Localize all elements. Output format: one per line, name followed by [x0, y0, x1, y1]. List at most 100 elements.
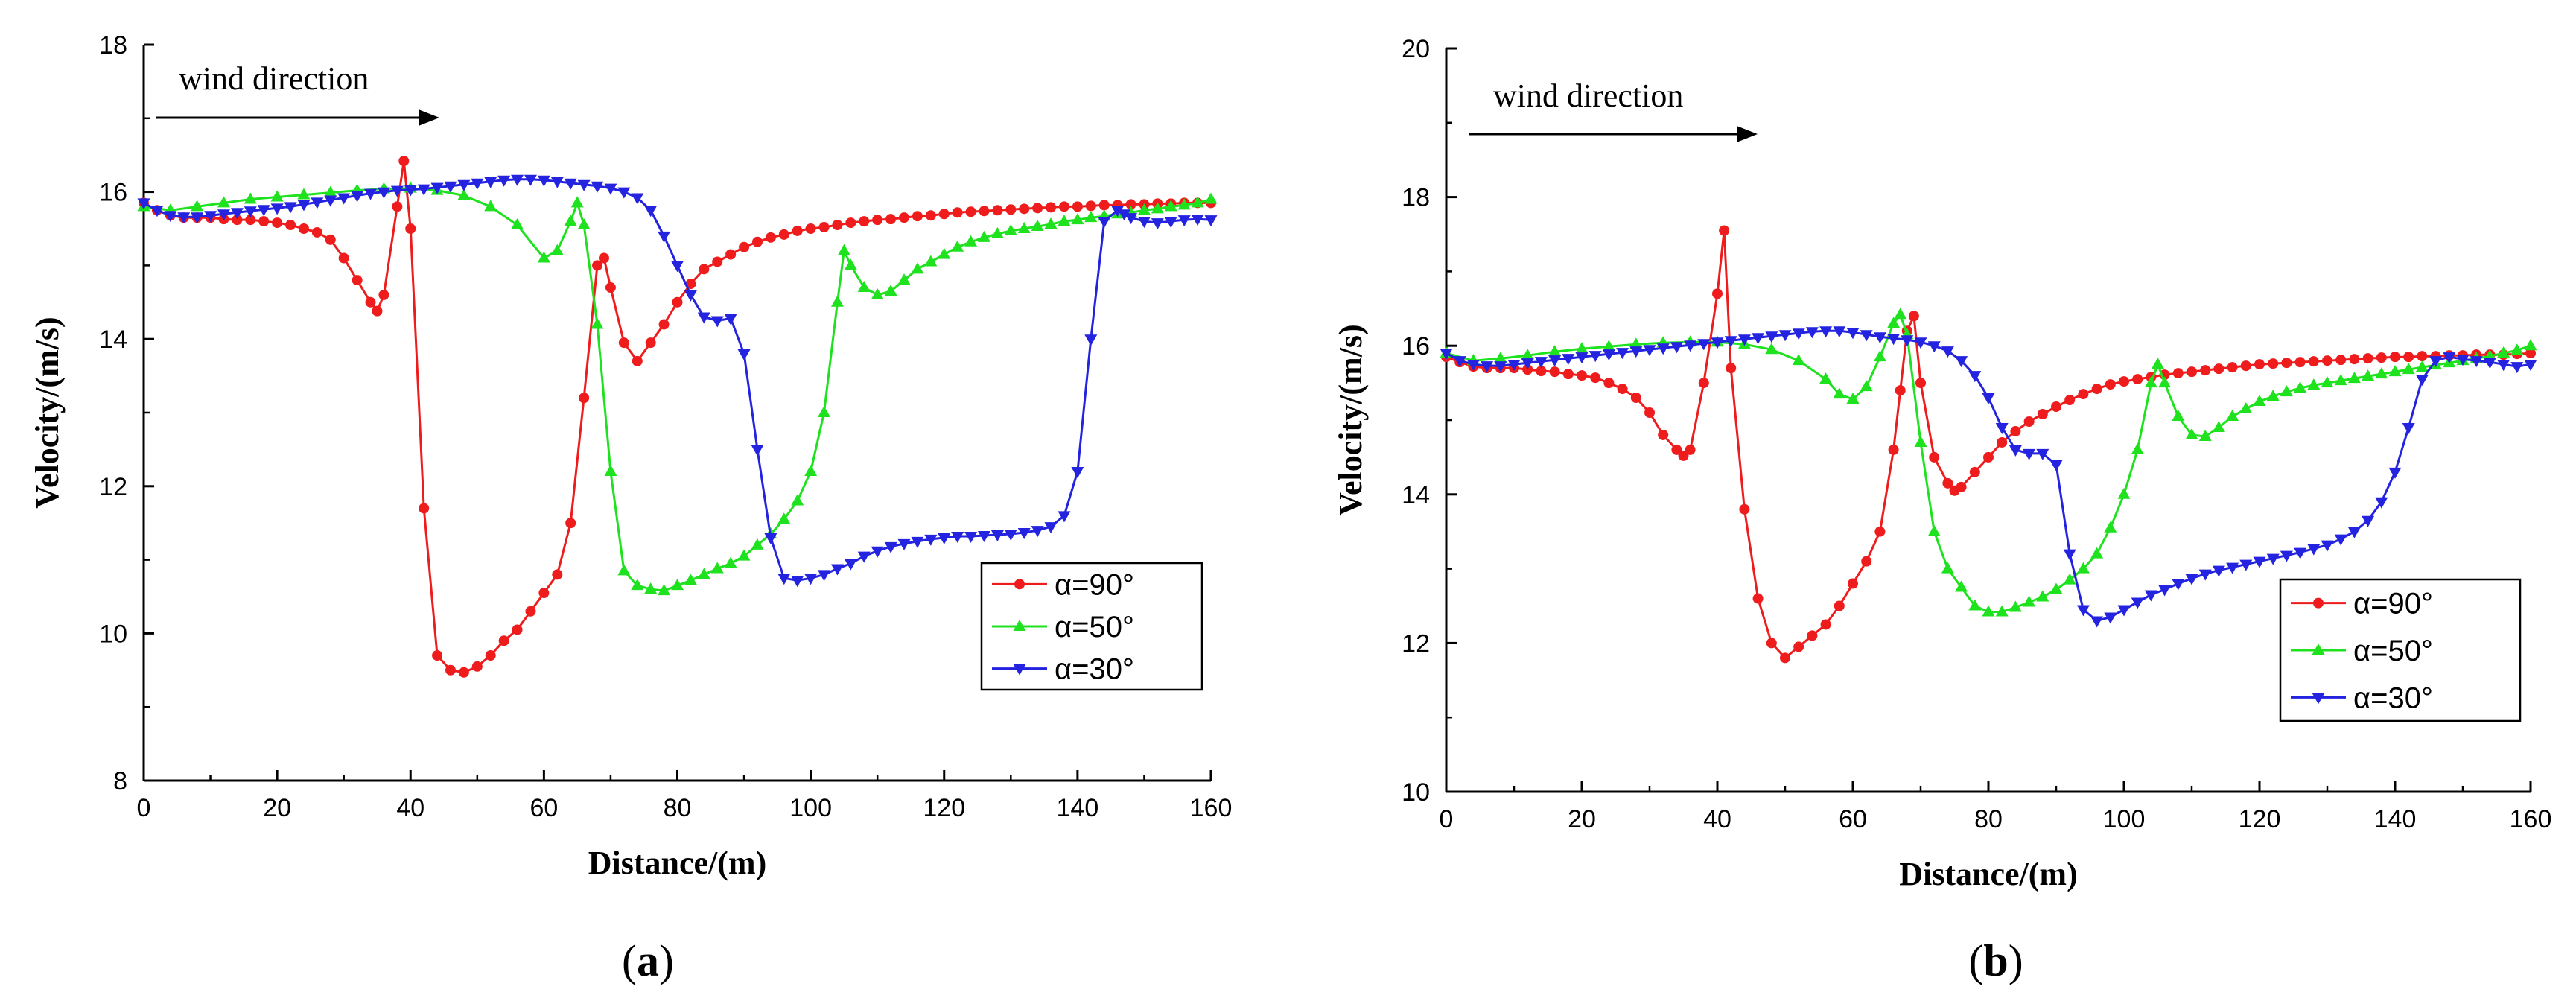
data-point — [1792, 328, 1805, 340]
data-point — [550, 244, 564, 255]
data-point — [2322, 355, 2332, 366]
data-point — [245, 215, 256, 226]
data-point — [591, 317, 604, 329]
data-point — [570, 196, 584, 208]
data-point — [2280, 385, 2293, 397]
data-point — [1629, 337, 1643, 349]
data-point — [2402, 422, 2415, 434]
data-point — [1982, 605, 1995, 617]
data-point — [1071, 213, 1084, 225]
data-point — [1071, 467, 1084, 479]
data-point — [2172, 579, 2185, 591]
x-tick-label: 60 — [1839, 805, 1867, 833]
data-point — [1929, 451, 1940, 463]
data-point — [2051, 401, 2061, 413]
data-point — [2037, 409, 2048, 420]
data-point — [1711, 337, 1724, 349]
chart-panel-a: 0 20 40 60 80 100 120 140 160 8 10 12 14 16 18 Distance… — [29, 31, 1232, 985]
data-point — [818, 570, 831, 582]
data-point — [484, 177, 497, 188]
data-point — [791, 576, 804, 588]
data-point — [1151, 218, 1164, 230]
data-point — [1164, 217, 1177, 229]
data-point — [2090, 547, 2104, 559]
data-point — [2347, 372, 2361, 384]
wind-direction-label: wind direction — [1493, 77, 1683, 114]
data-point — [830, 564, 844, 576]
data-point — [938, 209, 950, 220]
y-axis-label: Velocity/(m/s) — [1332, 324, 1369, 515]
data-point — [617, 187, 631, 199]
data-point — [765, 232, 776, 243]
data-point — [2525, 348, 2536, 359]
y-tick-label: 16 — [99, 179, 127, 207]
data-point — [537, 251, 550, 263]
data-point — [1494, 352, 1507, 363]
data-point — [2375, 367, 2388, 379]
data-point — [832, 220, 843, 231]
data-point — [577, 218, 591, 230]
data-point — [352, 275, 363, 286]
data-point — [1577, 370, 1587, 381]
series-0 — [1441, 225, 2536, 664]
data-point — [1058, 511, 1071, 523]
data-point — [710, 562, 724, 574]
data-point — [2158, 585, 2172, 597]
data-point — [684, 574, 697, 585]
data-point — [419, 503, 430, 514]
data-point — [1894, 308, 1907, 320]
data-point — [538, 588, 550, 599]
legend-label: α=30° — [2353, 681, 2433, 714]
y-tick-label: 14 — [99, 325, 127, 354]
data-point — [951, 240, 964, 252]
data-point — [1726, 363, 1737, 374]
data-point — [1603, 378, 1615, 389]
data-point — [2312, 644, 2325, 655]
data-point — [392, 201, 403, 212]
y-tick-label: 10 — [99, 620, 127, 648]
data-point — [2104, 521, 2117, 533]
data-point — [2294, 381, 2307, 393]
data-point — [1481, 361, 1494, 373]
data-point — [2497, 346, 2510, 358]
data-point — [697, 312, 710, 324]
data-point — [1737, 334, 1751, 346]
x-tick-label: 100 — [2103, 805, 2146, 833]
data-point — [2076, 562, 2090, 574]
data-point — [884, 541, 897, 553]
series-2 — [137, 174, 1218, 588]
data-point — [497, 175, 511, 187]
data-point — [552, 569, 563, 580]
legend-label: α=90° — [1055, 568, 1134, 601]
data-point — [1982, 393, 1995, 405]
data-point — [938, 533, 951, 544]
x-tick-label: 20 — [1568, 805, 1596, 833]
data-point — [1752, 593, 1764, 604]
data-point — [564, 215, 577, 226]
data-point — [2227, 362, 2238, 373]
data-point — [1942, 477, 1953, 489]
data-point — [818, 406, 831, 417]
data-point — [1969, 466, 1980, 477]
data-point — [778, 229, 789, 240]
data-point — [1887, 317, 1901, 328]
data-point — [372, 305, 383, 317]
data-point — [2239, 559, 2253, 571]
data-point — [351, 191, 364, 203]
data-point — [598, 252, 609, 264]
data-point — [525, 606, 536, 617]
data-point — [364, 188, 378, 200]
series-line — [143, 178, 1212, 582]
data-point — [1017, 222, 1031, 233]
data-point — [725, 249, 737, 260]
data-point — [2307, 544, 2321, 556]
data-point — [2076, 605, 2090, 617]
data-point — [1997, 436, 2008, 448]
data-point — [2524, 360, 2537, 372]
data-point — [1874, 526, 1886, 537]
data-point — [2307, 378, 2321, 390]
data-point — [1846, 328, 1860, 340]
data-point — [2105, 379, 2116, 390]
y-tick-label: 12 — [1402, 629, 1430, 658]
